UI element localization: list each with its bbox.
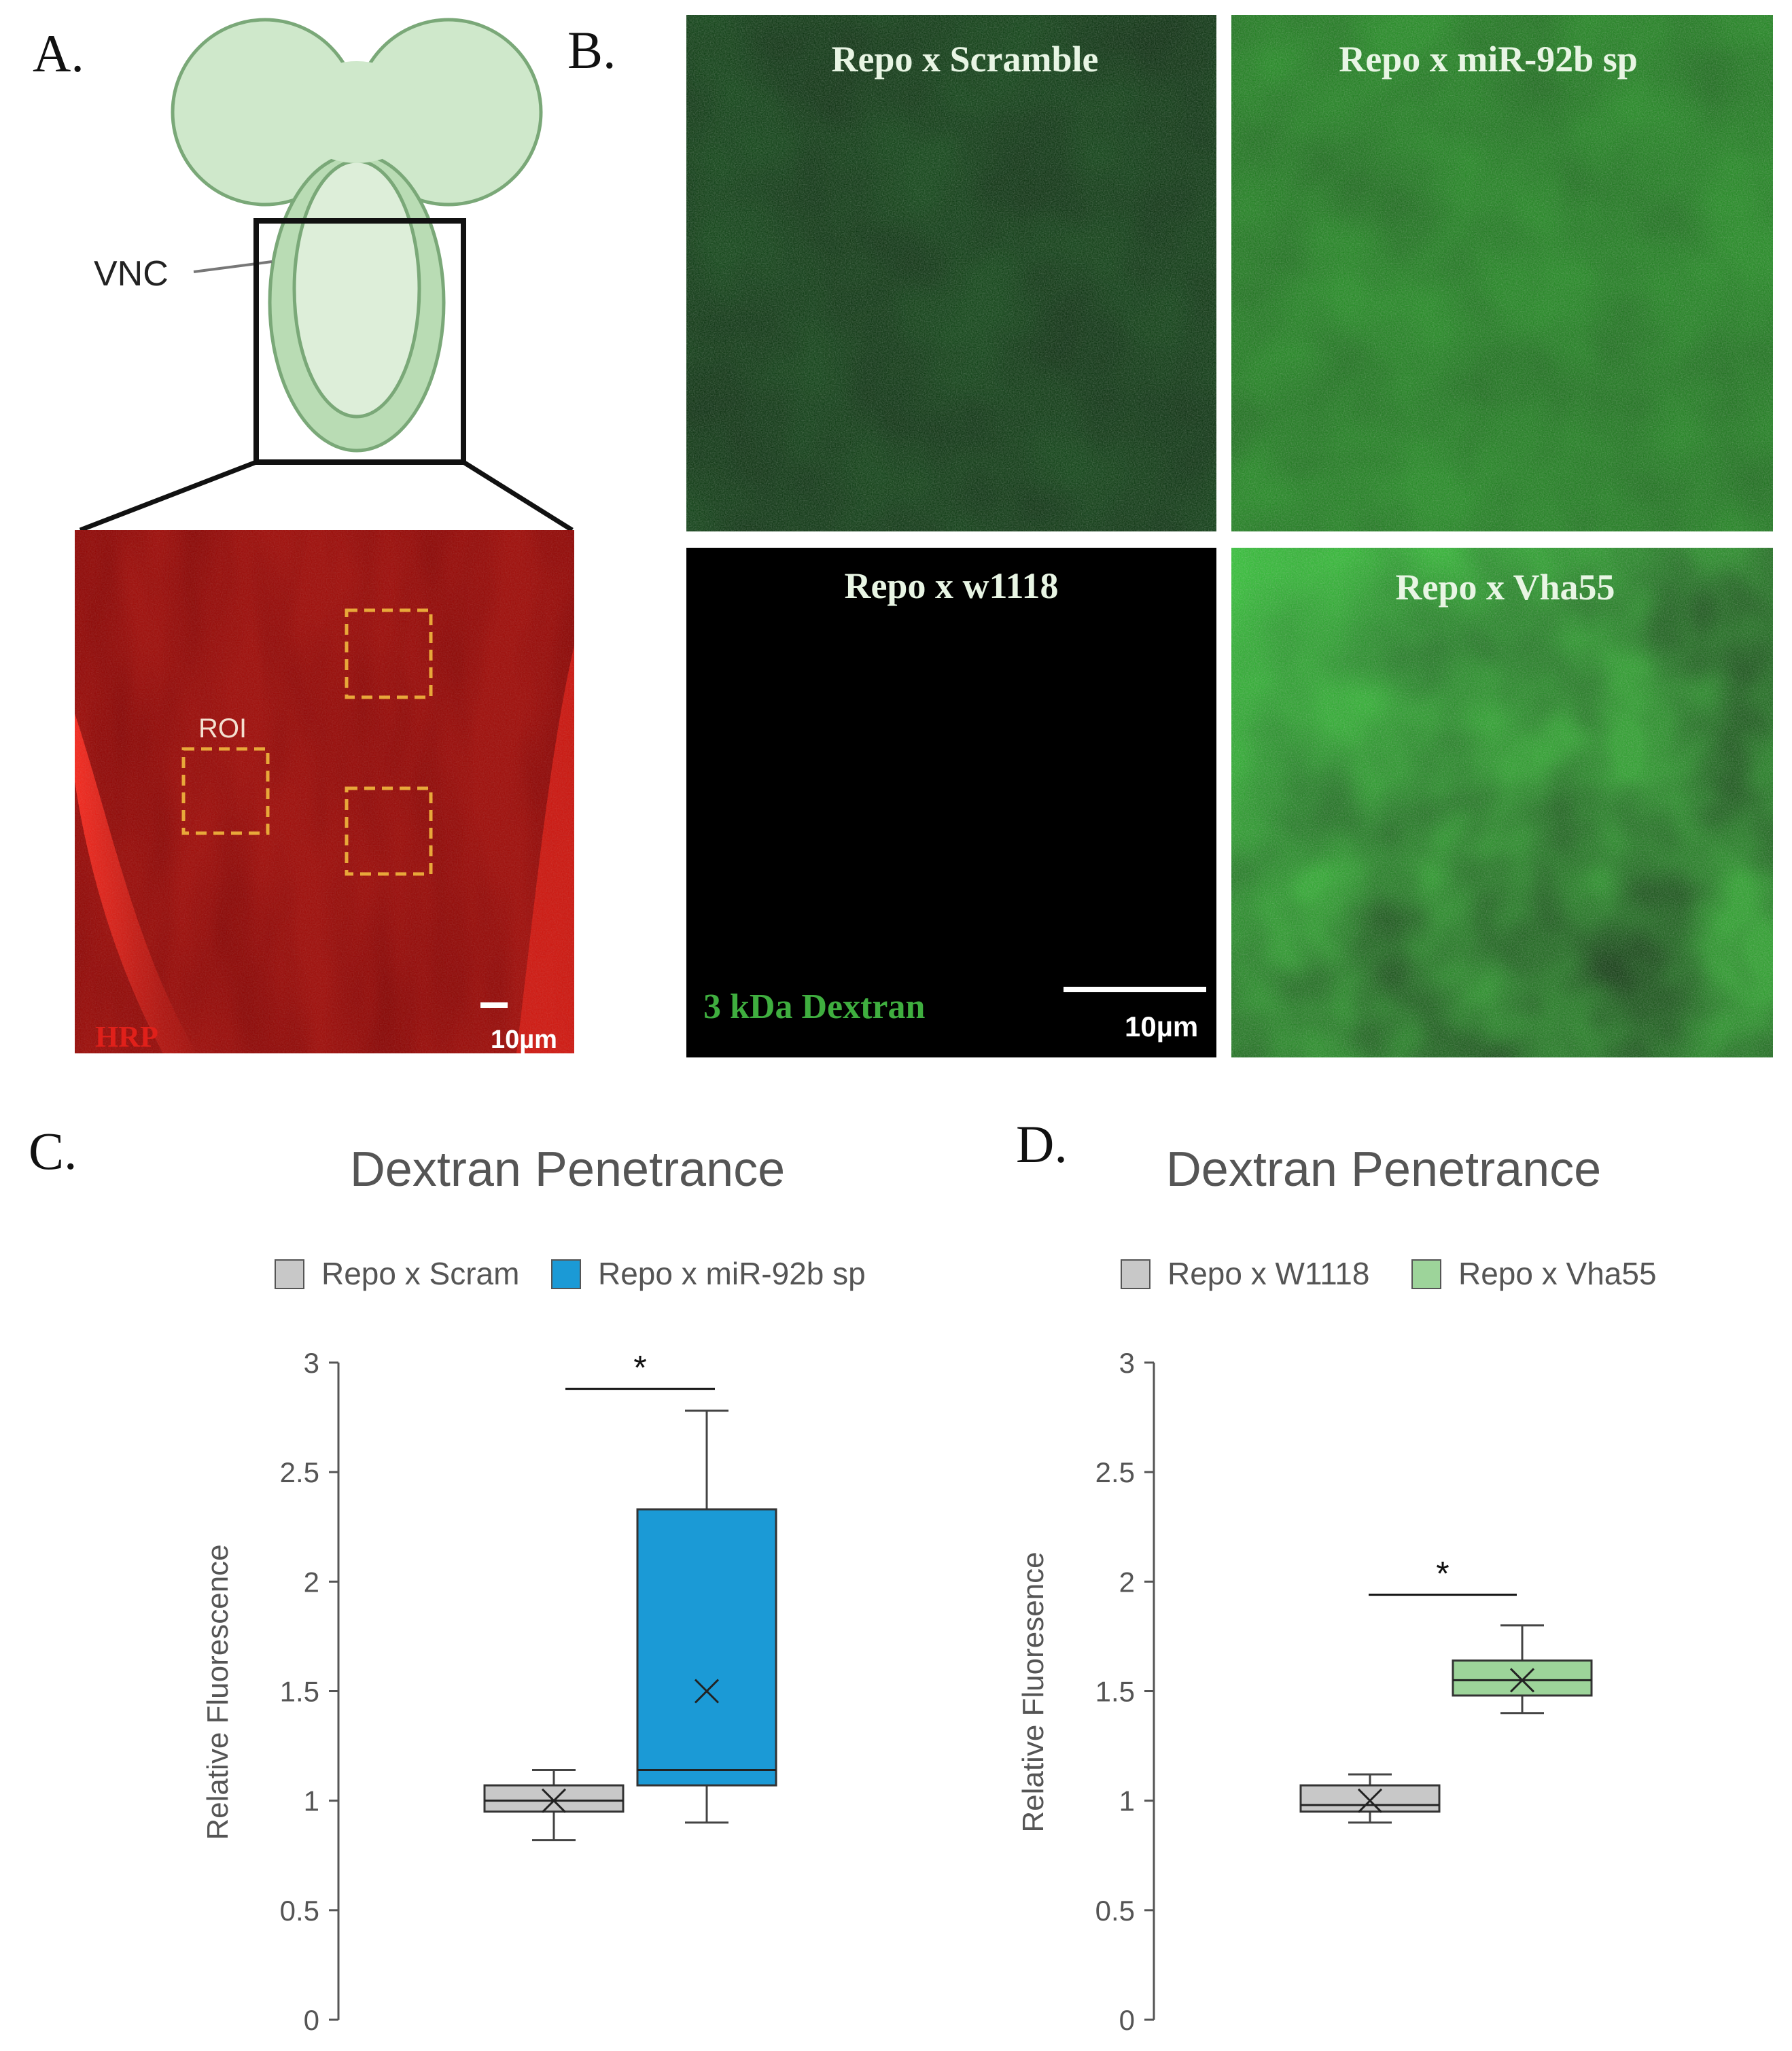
micrograph-mir92b: Repo x miR-92b sp — [1231, 15, 1773, 531]
hrp-stain-label: HRP — [95, 1020, 158, 1053]
panel-c: C. Dextran Penetrance Repo x Scram Repo x … — [29, 1121, 866, 2036]
iqr-box — [636, 1508, 777, 1787]
micrograph-noise — [686, 15, 1216, 531]
legend-label: Repo x Vha55 — [1458, 1256, 1657, 1291]
micrograph-scramble: Repo x Scramble — [686, 15, 1216, 531]
mean-marker — [541, 1788, 567, 1813]
brain-diagram: VNC — [79, 18, 574, 533]
mean-marker — [1357, 1788, 1383, 1813]
zoom-box — [253, 218, 466, 465]
legend-label: Repo x W1118 — [1167, 1256, 1369, 1291]
y-tick-label: 2.5 — [280, 1456, 319, 1488]
panel-b-letter: B. — [567, 20, 616, 80]
lobe-junction — [292, 61, 421, 163]
y-tick-label: 1 — [304, 1785, 319, 1817]
significance-marker: * — [633, 1349, 646, 1387]
legend-swatch — [1121, 1259, 1150, 1289]
zoom-line-left — [79, 459, 258, 533]
y-tick-label: 0 — [304, 2004, 319, 2036]
roi-box — [345, 608, 433, 699]
micrograph-scale-label: 10µm — [1125, 1011, 1198, 1042]
micrograph-w1118: Repo x w1118 3 kDa Dextran 10µm — [686, 548, 1216, 1057]
micrograph-title: Repo x Scramble — [832, 39, 1099, 80]
y-tick-label: 3 — [304, 1347, 319, 1379]
panel-c-letter: C. — [29, 1121, 77, 1180]
hrp-scale-bar — [480, 1002, 508, 1008]
legend-label: Repo x miR-92b sp — [598, 1256, 866, 1291]
hrp-scale-label: 10µm — [491, 1026, 557, 1054]
micrograph-vha55: Repo x Vha55 — [1231, 548, 1773, 1057]
iqr-box — [483, 1784, 625, 1813]
mean-marker — [1509, 1668, 1535, 1693]
legend-label: Repo x Scram — [321, 1256, 519, 1291]
roi-label: ROI — [198, 714, 247, 743]
panel-d-letter: D. — [1016, 1115, 1068, 1174]
y-tick-label: 2 — [304, 1566, 319, 1598]
micrograph-bg — [686, 548, 1216, 1057]
micrograph-scale-bar — [1064, 987, 1206, 992]
legend-swatch — [1411, 1259, 1441, 1289]
y-tick-label: 1.5 — [1095, 1676, 1135, 1708]
y-axis-title: Relative Fluoresence — [1017, 1552, 1050, 1832]
chart-title: Dextran Penetrance — [350, 1142, 785, 1197]
micrograph-noise — [1231, 15, 1773, 531]
panel-b: B. Repo x Scramble Repo x miR-92b sp Rep… — [567, 15, 1773, 1057]
vnc-label: VNC — [94, 254, 169, 294]
hrp-noise — [75, 530, 574, 1053]
chart-title: Dextran Penetrance — [1166, 1142, 1601, 1197]
micrograph-title: Repo x miR-92b sp — [1339, 39, 1638, 80]
y-tick-label: 0.5 — [1095, 1895, 1135, 1927]
micrograph-title: Repo x Vha55 — [1395, 567, 1615, 608]
vnc-inner — [292, 159, 421, 419]
y-tick-label: 2.5 — [1095, 1456, 1135, 1488]
y-tick-label: 0.5 — [280, 1895, 319, 1927]
micrograph-noise — [1231, 548, 1773, 1057]
chart-c: Dextran Penetrance Repo x Scram Repo x miR… — [201, 1142, 866, 2036]
y-tick-label: 3 — [1119, 1347, 1135, 1379]
iqr-box — [1452, 1659, 1593, 1697]
roi-box — [181, 747, 270, 835]
chart-d: Dextran Penetrance Repo x W1118 Repo x Vha… — [1017, 1142, 1657, 2036]
y-tick-label: 2 — [1119, 1566, 1135, 1598]
iqr-box — [1299, 1784, 1441, 1813]
y-tick-label: 0 — [1119, 2004, 1135, 2036]
panel-a: A. VNC ROI HRP 10µm — [33, 18, 574, 1054]
y-tick-label: 1 — [1119, 1785, 1135, 1817]
zoom-line-right — [462, 460, 574, 532]
dye-label: 3 kDa Dextran — [703, 987, 926, 1026]
significance-marker: * — [1436, 1555, 1449, 1593]
legend-swatch — [551, 1259, 581, 1289]
y-axis-title: Relative Fluorescence — [201, 1544, 234, 1840]
micrograph-title: Repo x w1118 — [844, 565, 1058, 606]
mean-marker — [694, 1679, 720, 1704]
panel-d: D. Dextran Penetrance Repo x W1118 Repo x … — [1016, 1115, 1657, 2036]
legend-swatch — [275, 1259, 304, 1289]
roi-box — [345, 786, 433, 876]
y-tick-label: 1.5 — [280, 1676, 319, 1708]
panel-a-letter: A. — [33, 24, 84, 83]
vnc-leader-line — [193, 260, 273, 273]
hrp-micrograph: ROI HRP 10µm — [75, 530, 574, 1054]
